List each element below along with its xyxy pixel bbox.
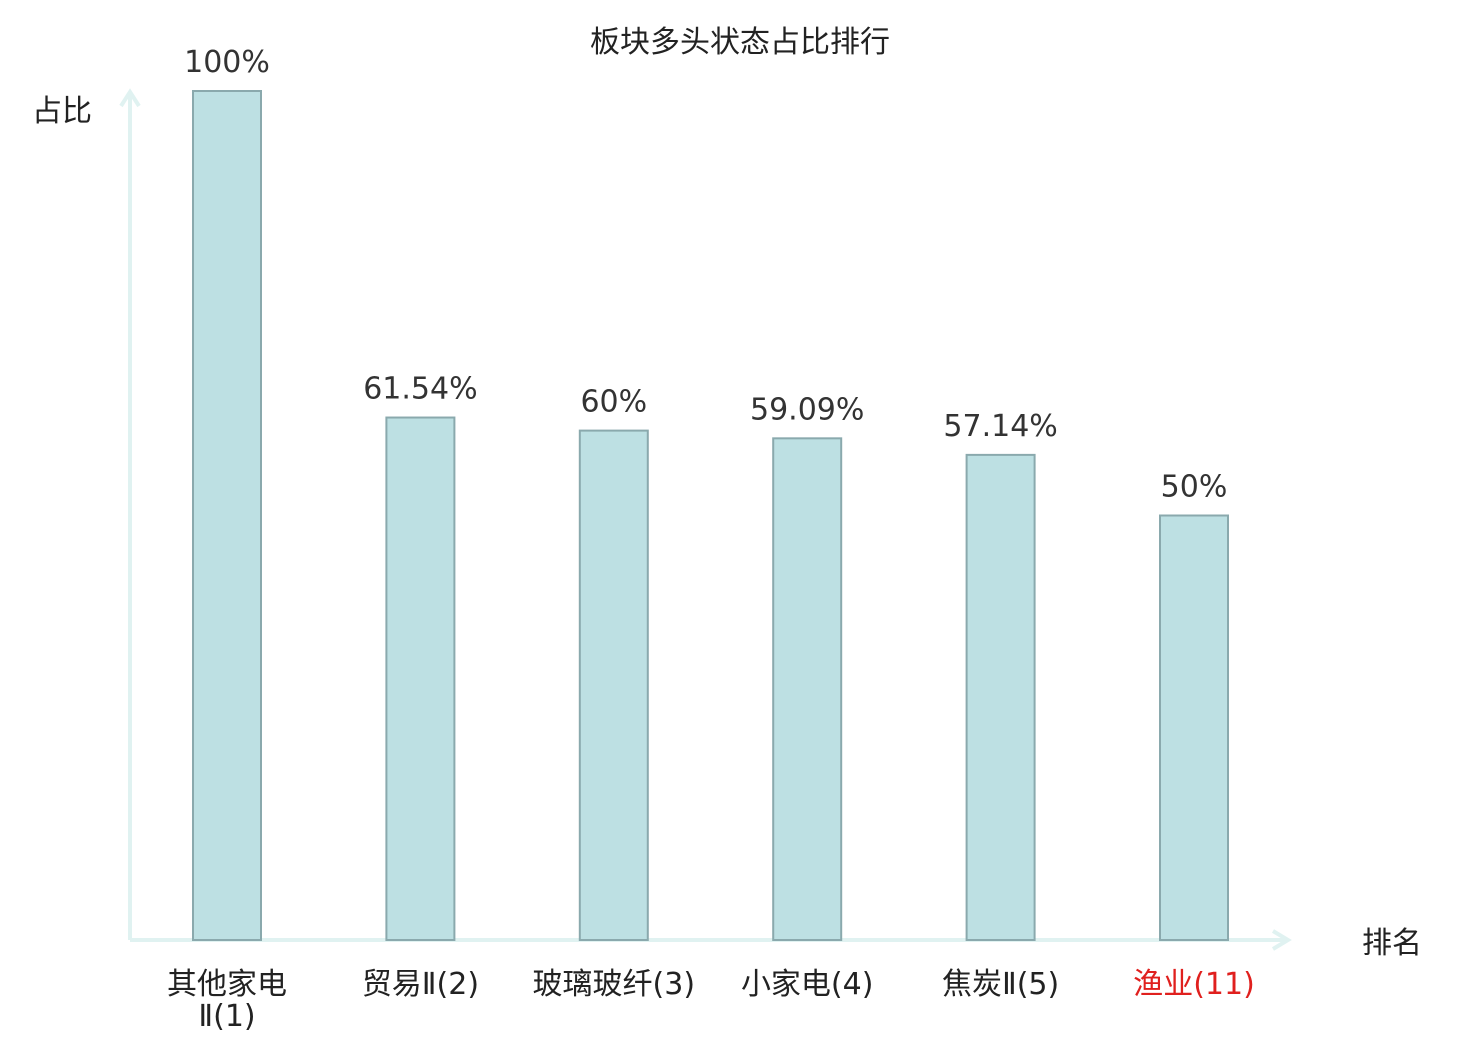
value-label-2: 61.54%: [363, 372, 477, 407]
category-label-4: 小家电(4): [741, 967, 874, 1002]
category-label-3: 玻璃玻纤(3): [533, 967, 696, 1002]
bar-4: [772, 437, 843, 941]
value-label-1: 100%: [184, 45, 270, 80]
bar-3: [578, 429, 649, 941]
y-axis-arrow: [119, 88, 141, 108]
bars-group: [192, 90, 1229, 941]
value-label-3: 60%: [580, 385, 647, 420]
bar-5: [965, 453, 1036, 941]
axes: [119, 88, 1292, 951]
category-label-5: 焦炭Ⅱ(5): [942, 967, 1059, 1002]
value-labels-group: 100% 61.54% 60% 59.09% 57.14% 50%: [184, 45, 1227, 505]
category-label-2: 贸易Ⅱ(2): [362, 967, 479, 1002]
y-axis-label: 占比: [32, 94, 92, 129]
category-labels-group: 其他家电 Ⅱ(1) 贸易Ⅱ(2) 玻璃玻纤(3) 小家电(4) 焦炭Ⅱ(5) 渔业(11): [167, 967, 1255, 1034]
category-label-1: 其他家电 Ⅱ(1): [167, 967, 287, 1034]
bar-2: [385, 416, 456, 941]
x-axis-label: 排名: [1362, 926, 1422, 961]
value-label-6: 50%: [1161, 470, 1228, 505]
value-label-4: 59.09%: [750, 392, 864, 427]
bar-1: [192, 90, 262, 941]
chart-title: 板块多头状态占比排行: [590, 25, 890, 60]
category-label-6: 渔业(11): [1133, 967, 1255, 1002]
bar-6: [1159, 514, 1229, 941]
value-label-5: 57.14%: [943, 409, 1057, 444]
x-axis-arrow: [1271, 929, 1292, 951]
